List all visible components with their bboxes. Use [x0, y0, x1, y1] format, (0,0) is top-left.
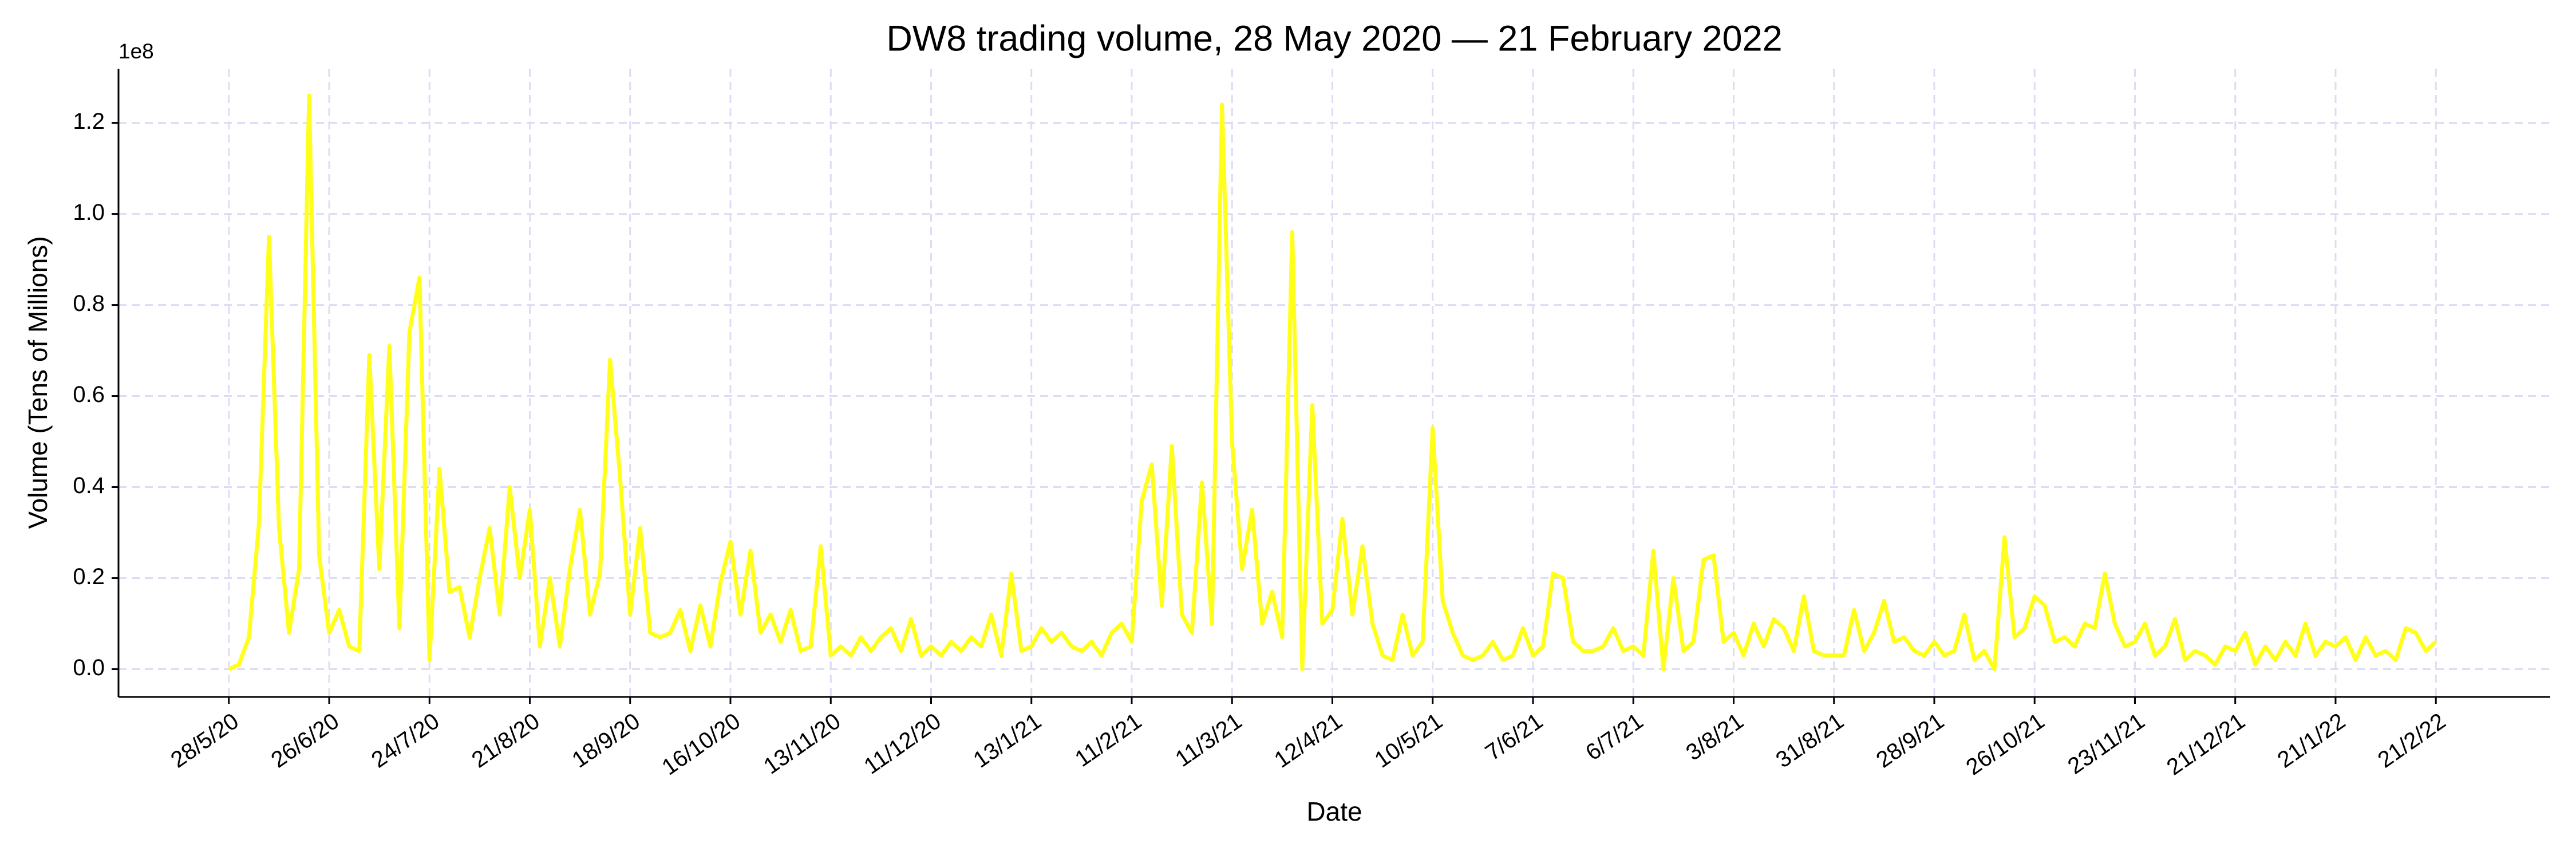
x-tick-label: 24/7/20 — [367, 708, 444, 773]
y-axis-label: Volume (Tens of Millions) — [23, 236, 53, 529]
x-tick-label: 13/11/20 — [759, 708, 845, 779]
x-tick-label: 28/9/21 — [1872, 708, 1949, 773]
volume-line — [228, 93, 2437, 672]
y-tick-label: 1.2 — [73, 109, 105, 134]
x-tick-label: 6/7/21 — [1581, 708, 1647, 766]
x-axis-label: Date — [1306, 797, 1362, 826]
y-tick-label: 0.4 — [73, 473, 105, 498]
x-tick-label: 13/1/21 — [969, 708, 1046, 773]
x-tick-label: 21/8/20 — [467, 708, 544, 773]
y-tick-label: 0.2 — [73, 564, 105, 589]
x-tick-label: 7/6/21 — [1481, 708, 1547, 766]
y-offset-label: 1e8 — [118, 40, 154, 63]
y-tick-label: 0.0 — [73, 655, 105, 680]
x-tick-label: 26/6/20 — [267, 708, 344, 773]
x-tick-label: 26/10/21 — [1962, 708, 2049, 780]
x-tick-label: 21/12/21 — [2162, 708, 2250, 780]
x-tick-label: 31/8/21 — [1771, 708, 1848, 773]
x-tick-label: 16/10/20 — [657, 708, 745, 780]
x-tick-label: 11/3/21 — [1171, 708, 1246, 772]
x-tick-label: 3/8/21 — [1681, 708, 1748, 766]
x-tick-label: 11/12/20 — [859, 708, 945, 779]
y-tick-label: 0.8 — [73, 291, 105, 316]
x-tick-label: 28/5/20 — [166, 708, 243, 773]
x-tick-label: 11/2/21 — [1070, 708, 1146, 772]
x-tick-label: 23/11/21 — [2063, 708, 2149, 779]
x-tick-label: 10/5/21 — [1370, 708, 1447, 773]
y-tick-label: 1.0 — [73, 200, 105, 225]
x-tick-label: 21/2/22 — [2373, 708, 2451, 773]
x-tick-label: 12/4/21 — [1270, 708, 1347, 773]
x-tick-label: 21/1/22 — [2273, 708, 2350, 773]
x-tick-label: 18/9/20 — [567, 708, 645, 773]
chart-title: DW8 trading volume, 28 May 2020 — 21 Feb… — [886, 19, 1782, 59]
y-tick-label: 0.6 — [73, 382, 105, 407]
